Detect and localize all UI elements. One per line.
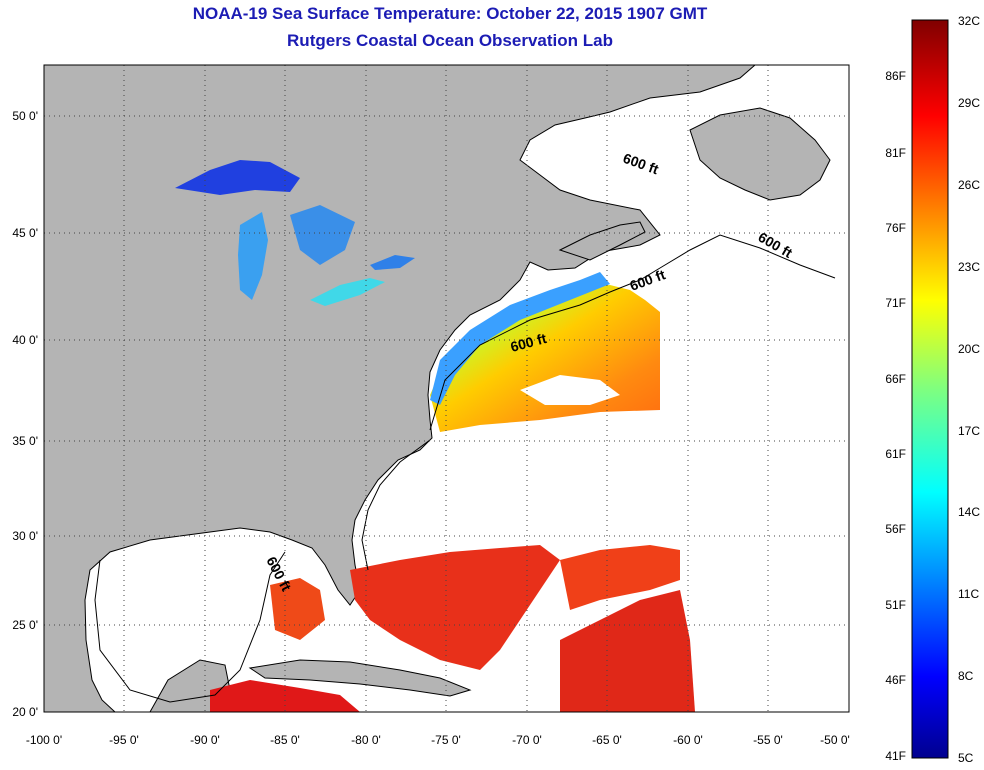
land-cuba: [248, 659, 472, 697]
colorbar-celsius-labels: 32C 29C 26C 23C 20C 17C 14C 11C 8C 5C: [958, 14, 980, 765]
lon-tick-label: -60 0': [673, 733, 703, 747]
lake-ontario-sst: [370, 255, 415, 270]
colorbar-fahrenheit-labels: 86F 81F 76F 71F 66F 61F 56F 51F 46F 41F: [885, 69, 906, 763]
colorbar-fahrenheit-label: 41F: [885, 749, 906, 763]
lon-tick-label: -55 0': [753, 733, 783, 747]
lon-tick-label: -80 0': [351, 733, 381, 747]
lon-tick-label: -50 0': [820, 733, 850, 747]
colorbar-celsius-label: 14C: [958, 505, 980, 519]
bahamas-sst: [350, 545, 560, 670]
lon-tick-label: -95 0': [109, 733, 139, 747]
lake-huron-sst: [290, 205, 355, 265]
lon-tick-label: -70 0': [512, 733, 542, 747]
colorbar-fahrenheit-label: 51F: [885, 598, 906, 612]
colorbar-celsius-label: 23C: [958, 260, 980, 274]
lat-tick-label: 45 0': [12, 226, 38, 240]
lon-tick-label: -75 0': [431, 733, 461, 747]
colorbar-fahrenheit-label: 76F: [885, 221, 906, 235]
land-newfoundland: [689, 107, 831, 201]
isobath-600ft-gulf: [94, 551, 286, 703]
isobath-600ft-north: [429, 234, 836, 431]
lon-tick-label: -100 0': [26, 733, 62, 747]
lon-tick-label: -65 0': [592, 733, 622, 747]
east-caribbean-sst: [560, 590, 695, 712]
colorbar-celsius-label: 32C: [958, 14, 980, 28]
colorbar-fahrenheit-label: 86F: [885, 69, 906, 83]
land-mass: [44, 65, 756, 712]
colorbar-celsius-label: 20C: [958, 342, 980, 356]
central-atlantic-sst: [560, 545, 680, 610]
colorbar-celsius-label: 29C: [958, 96, 980, 110]
colorbar-fahrenheit-label: 66F: [885, 372, 906, 386]
lat-tick-label: 20 0': [12, 705, 38, 719]
colorbar: [911, 19, 949, 759]
shelf-cold-water: [430, 272, 610, 405]
atlantic-cloud-gap: [520, 375, 620, 405]
lon-tick-labels: -100 0' -95 0' -90 0' -85 0' -80 0' -75 …: [26, 733, 850, 747]
lon-tick-label: -85 0': [270, 733, 300, 747]
colorbar-celsius-label: 17C: [958, 424, 980, 438]
lat-tick-label: 25 0': [12, 618, 38, 632]
colorbar-celsius-label: 26C: [958, 178, 980, 192]
isobath-600ft-southeast: [361, 439, 431, 571]
colorbar-fahrenheit-label: 71F: [885, 296, 906, 310]
map-border: [43, 64, 850, 713]
lake-superior-sst: [175, 160, 300, 195]
colorbar-fahrenheit-label: 46F: [885, 673, 906, 687]
colorbar-fahrenheit-label: 81F: [885, 146, 906, 160]
colorbar-celsius-label: 11C: [958, 587, 979, 601]
lat-tick-label: 50 0': [12, 109, 38, 123]
colorbar-celsius-label: 5C: [958, 751, 974, 765]
map-grid: [44, 65, 849, 712]
gulf-of-mexico-sst: [270, 578, 325, 640]
map-title: NOAA-19 Sea Surface Temperature: October…: [192, 4, 708, 23]
lake-michigan-sst: [238, 212, 268, 300]
lat-tick-labels: 50 0' 45 0' 40 0' 35 0' 30 0' 25 0' 20 0…: [12, 109, 38, 719]
lat-tick-label: 40 0': [12, 333, 38, 347]
colorbar-fahrenheit-label: 56F: [885, 522, 906, 536]
lat-tick-label: 30 0': [12, 529, 38, 543]
lon-tick-label: -90 0': [190, 733, 220, 747]
colorbar-fahrenheit-label: 61F: [885, 447, 906, 461]
map-subtitle: Rutgers Coastal Ocean Observation Lab: [287, 31, 613, 50]
colorbar-celsius-label: 8C: [958, 669, 974, 683]
caribbean-sst: [210, 680, 360, 712]
lat-tick-label: 35 0': [12, 434, 38, 448]
